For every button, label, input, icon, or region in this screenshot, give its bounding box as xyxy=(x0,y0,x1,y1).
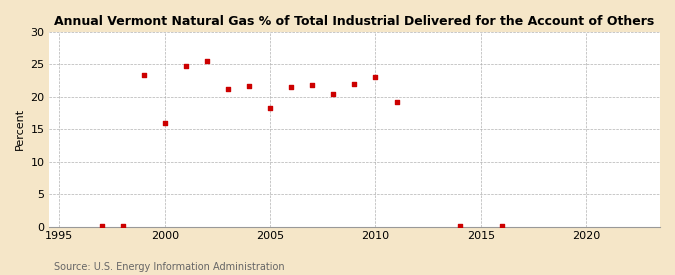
Point xyxy=(349,82,360,86)
Point xyxy=(307,83,318,87)
Point xyxy=(265,106,275,110)
Point xyxy=(117,224,128,229)
Point xyxy=(96,224,107,229)
Point xyxy=(159,120,170,125)
Point xyxy=(497,224,508,229)
Point xyxy=(286,85,296,89)
Point xyxy=(202,59,213,63)
Point xyxy=(370,75,381,79)
Point xyxy=(138,73,149,78)
Point xyxy=(244,84,254,88)
Point xyxy=(454,224,465,229)
Y-axis label: Percent: Percent xyxy=(15,108,25,150)
Point xyxy=(328,91,339,96)
Point xyxy=(392,100,402,104)
Title: Annual Vermont Natural Gas % of Total Industrial Delivered for the Account of Ot: Annual Vermont Natural Gas % of Total In… xyxy=(54,15,655,28)
Text: Source: U.S. Energy Information Administration: Source: U.S. Energy Information Administ… xyxy=(54,262,285,272)
Point xyxy=(223,87,234,91)
Point xyxy=(180,64,191,68)
